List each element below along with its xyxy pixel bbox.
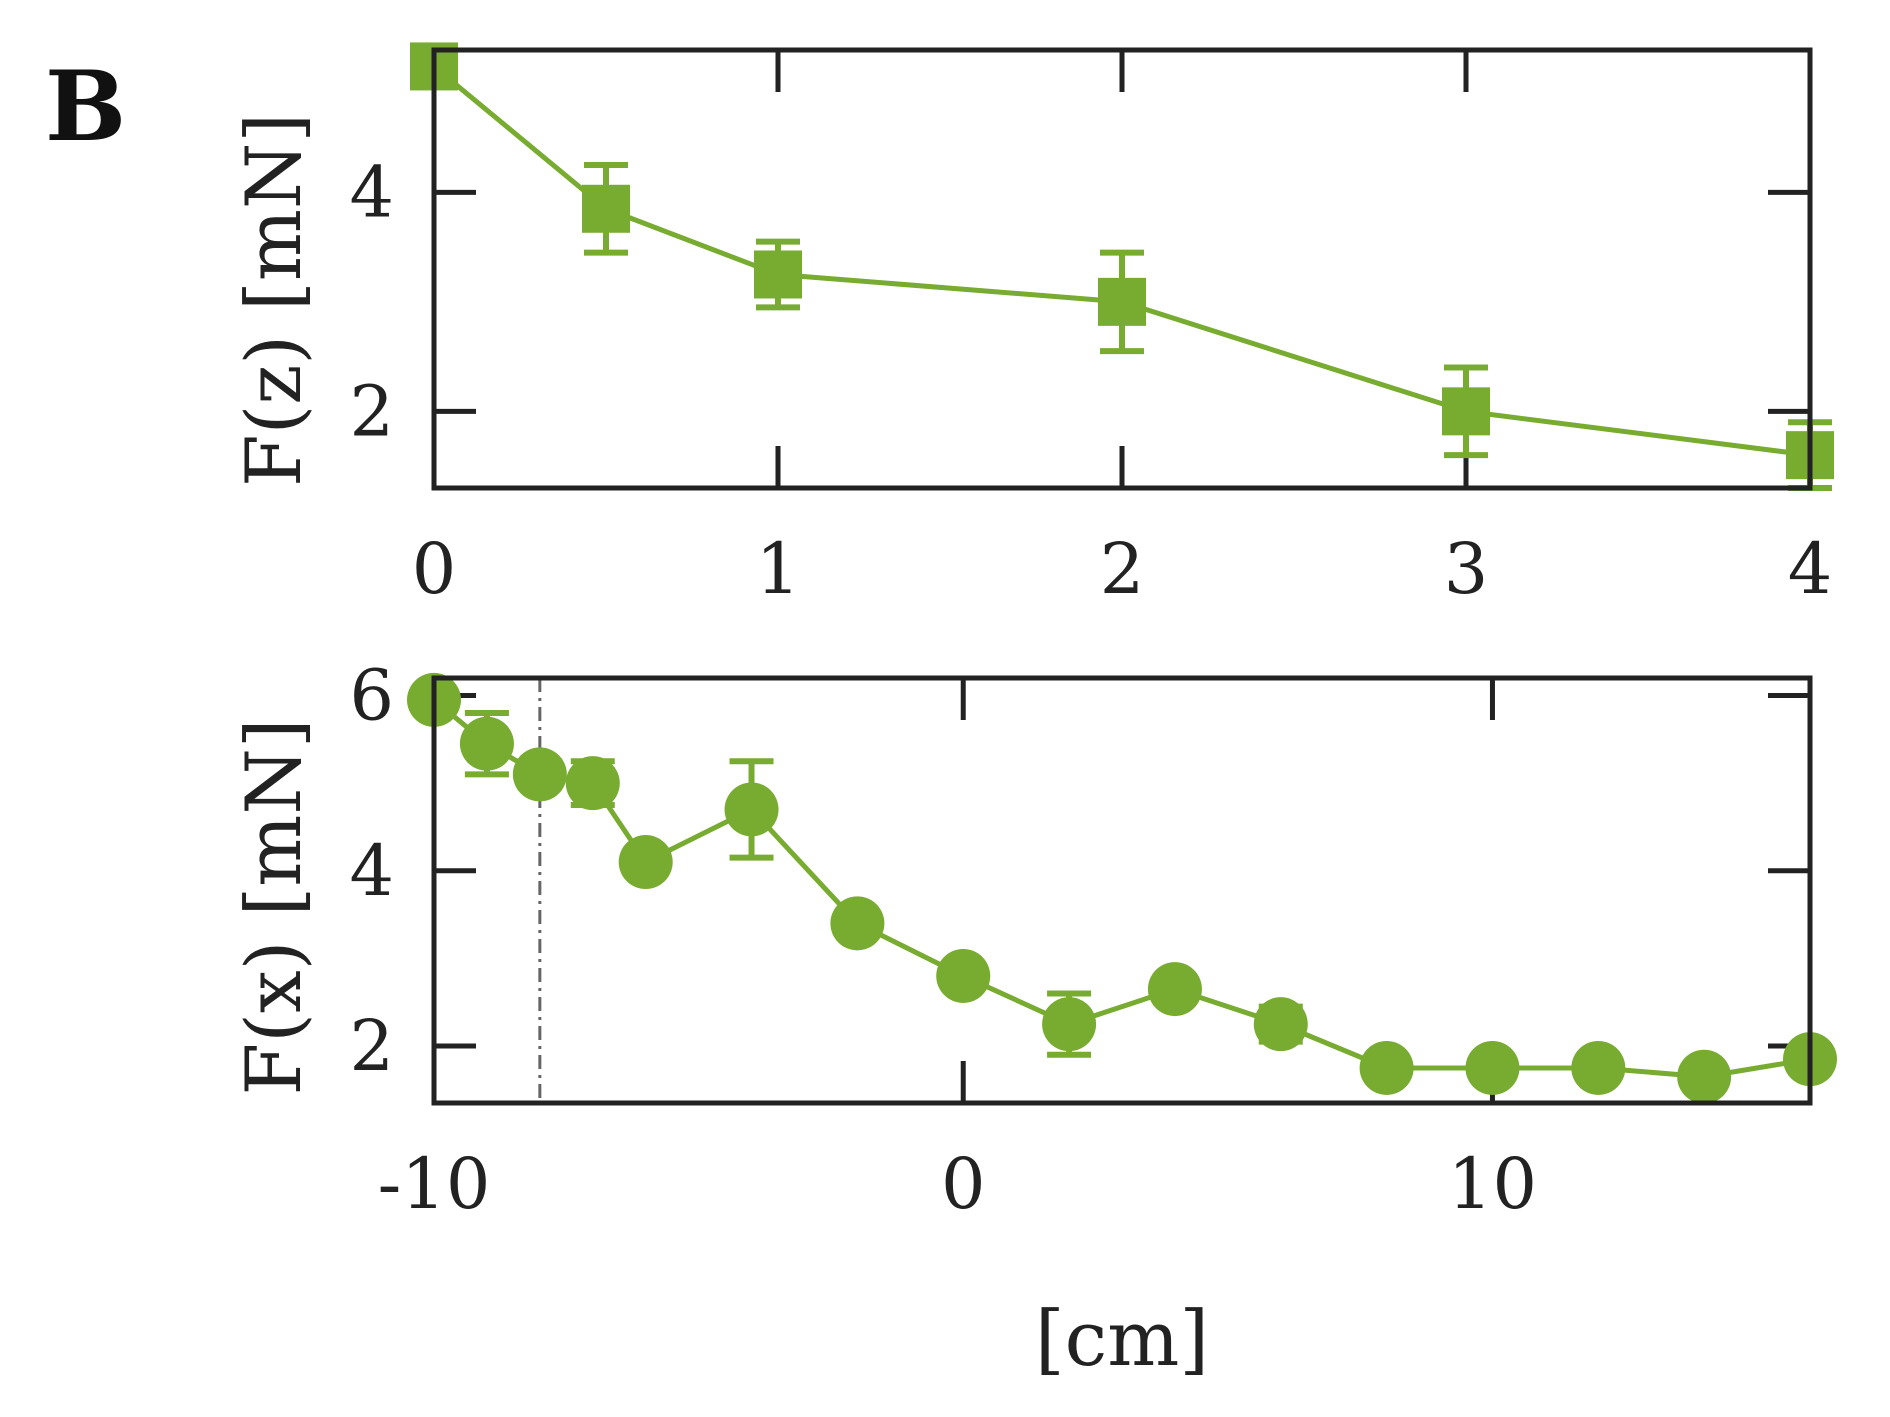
chart-fz: 0 1 2 3 4 2 4 F(z) [mN] — [229, 42, 1834, 610]
fx-data-point — [1359, 1040, 1414, 1095]
fx-data-point — [512, 747, 567, 802]
fz-ytick-label: 4 — [349, 151, 394, 233]
fz-data-point — [754, 250, 802, 299]
fx-ylabel: F(x) [mN] — [229, 719, 318, 1096]
fx-ytick-label: 4 — [349, 830, 394, 912]
fx-data-point — [936, 948, 991, 1003]
fx-xtick-label: -10 — [378, 1143, 491, 1225]
fx-data-point — [565, 756, 620, 811]
fx-data-point — [1465, 1040, 1520, 1095]
fx-data-point — [1677, 1049, 1732, 1104]
fx-data-point — [618, 835, 673, 890]
fx-ytick-label: 6 — [349, 655, 394, 737]
fx-xlabel: [cm] — [1035, 1294, 1209, 1383]
fz-data-point — [1442, 387, 1490, 436]
fz-xtick-label: 3 — [1444, 528, 1489, 610]
fx-data-point — [1042, 997, 1097, 1052]
fx-xtick-label: 10 — [1448, 1143, 1537, 1225]
fz-ylabel: F(z) [mN] — [229, 113, 318, 487]
fz-xtick-label: 0 — [412, 528, 457, 610]
fz-ytick-label: 2 — [349, 370, 394, 452]
panel-label: B — [45, 50, 126, 163]
fz-xtick-label: 4 — [1788, 528, 1833, 610]
fx-data-point — [459, 716, 514, 771]
fz-xtick-label: 1 — [756, 528, 801, 610]
fx-data-point — [724, 782, 779, 837]
fz-data-point — [582, 184, 630, 233]
fx-data-point — [1571, 1040, 1626, 1095]
fx-plot-frame — [431, 675, 1813, 1106]
fx-ytick-label: 2 — [349, 1005, 394, 1087]
fx-data-point — [1253, 997, 1308, 1052]
fz-plot-frame — [431, 47, 1813, 491]
chart-fx: -10 0 10 2 4 6 F(x) [mN] [cm] — [229, 655, 1837, 1383]
fx-xtick-label: 0 — [941, 1143, 986, 1225]
fz-data-point — [1098, 277, 1146, 326]
fx-data-point — [1147, 962, 1202, 1017]
fz-xtick-label: 2 — [1100, 528, 1145, 610]
fz-series-line — [432, 64, 1811, 458]
fx-data-point — [830, 896, 885, 951]
